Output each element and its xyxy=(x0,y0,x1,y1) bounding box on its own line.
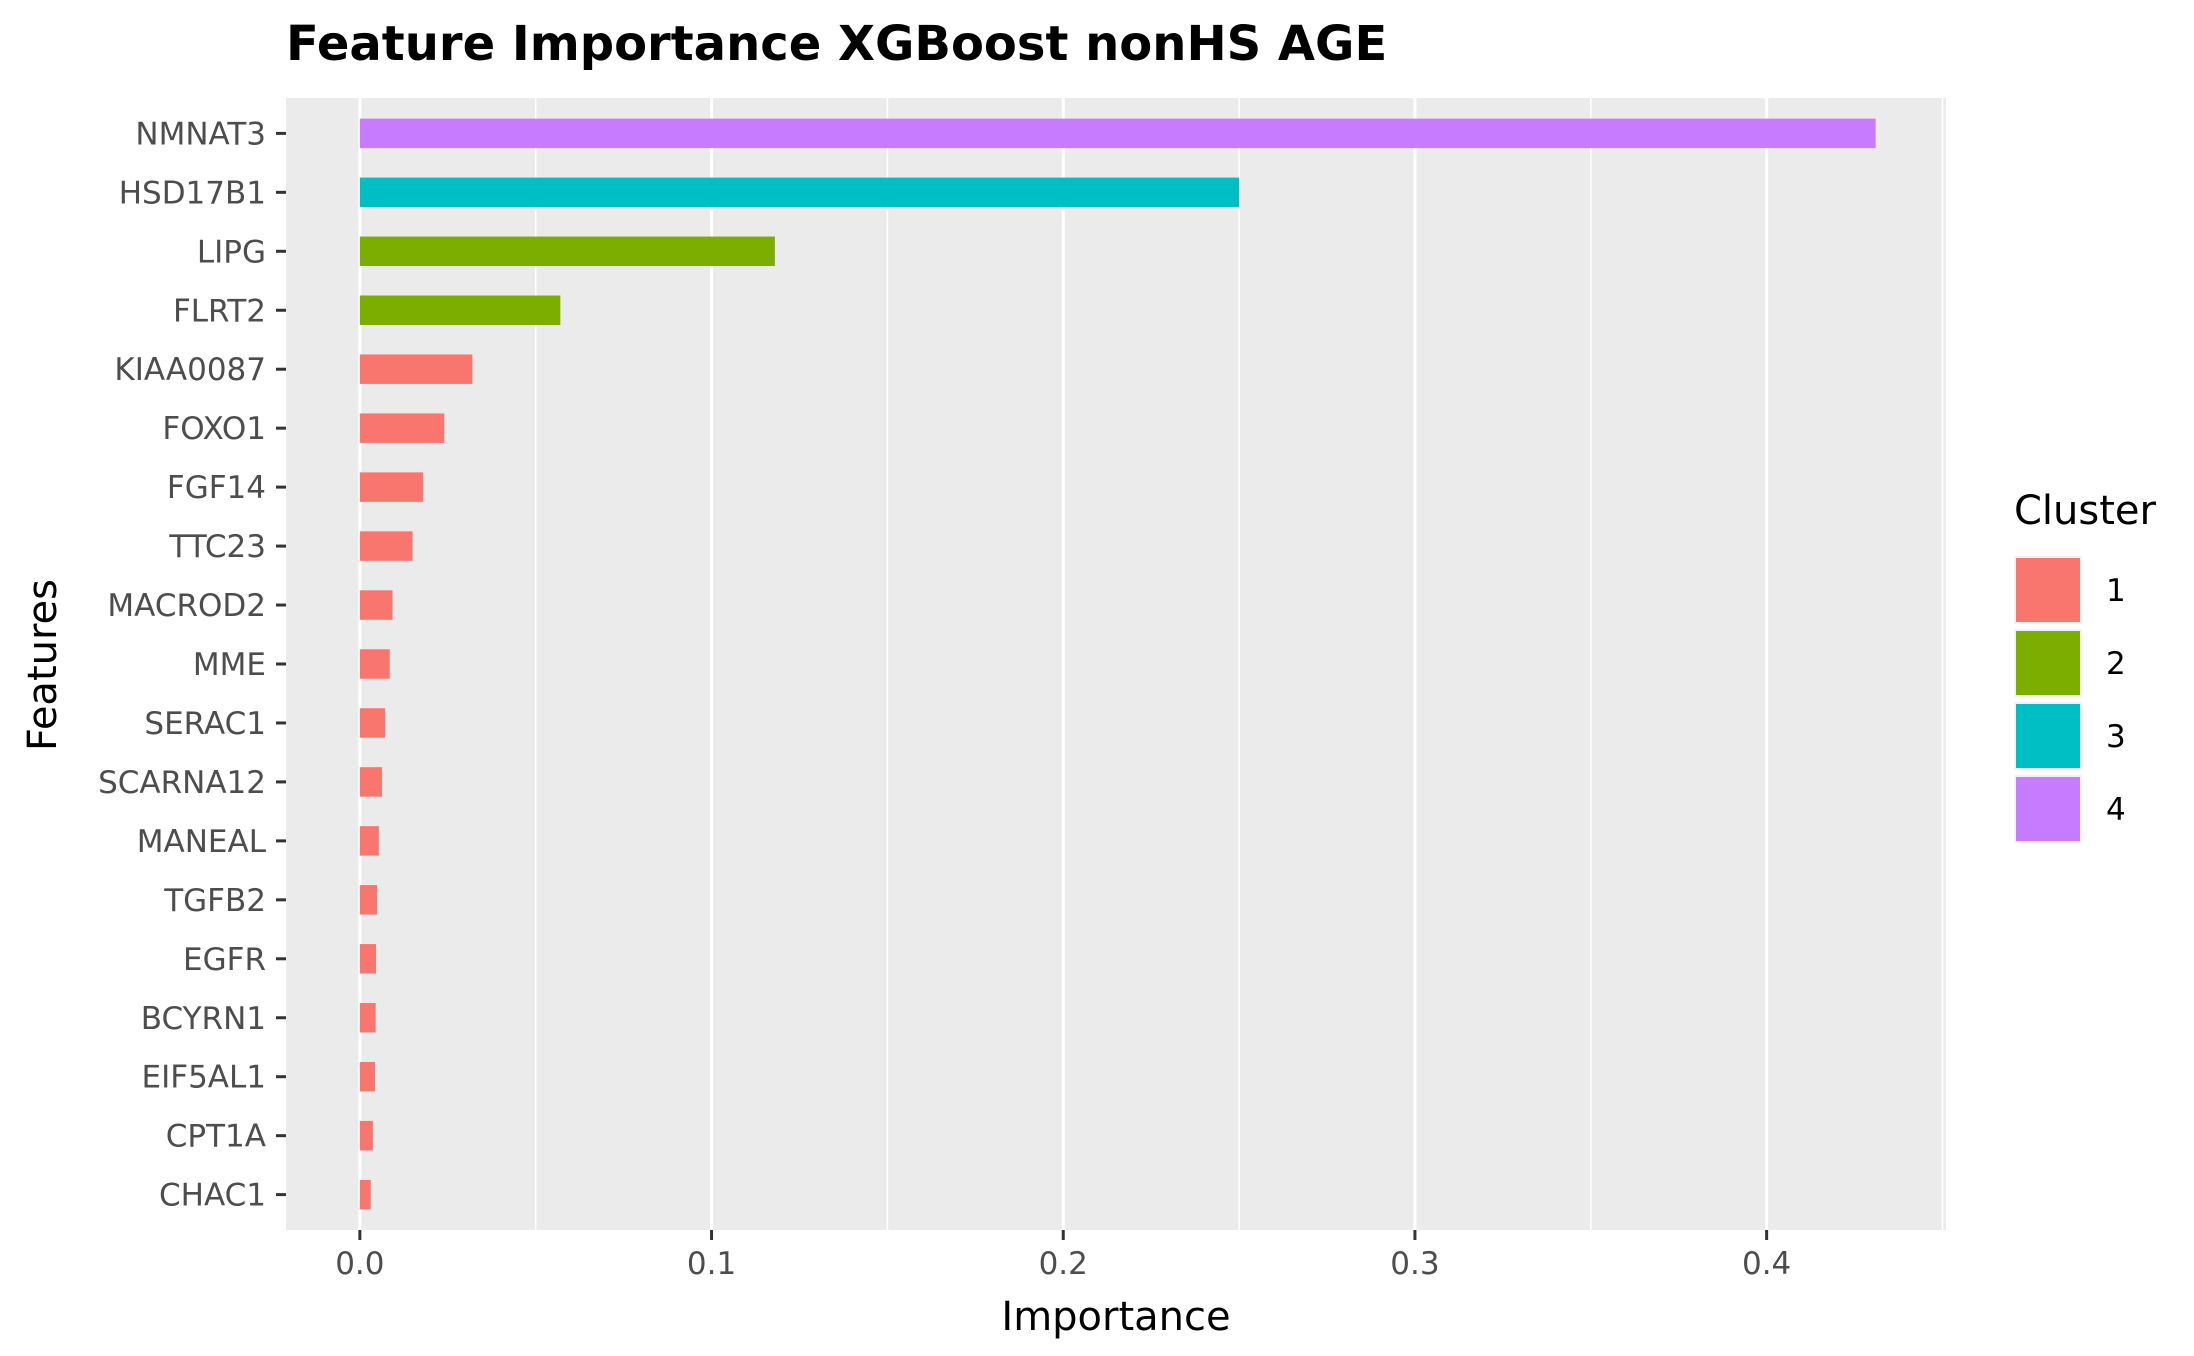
legend-title: Cluster xyxy=(2014,488,2157,534)
x-axis-ticks: 0.0 0.1 0.2 0.3 0.4 xyxy=(335,1230,1791,1282)
y-tick-label: MANEAL xyxy=(137,824,267,860)
y-axis-title: Features xyxy=(20,579,66,751)
bar-nmnat3 xyxy=(359,118,1876,149)
legend: Cluster 1 2 3 4 xyxy=(2014,488,2157,843)
x-tick-label: 0.3 xyxy=(1390,1246,1439,1282)
x-axis-title: Importance xyxy=(1001,1294,1230,1340)
x-tick-label: 0.1 xyxy=(687,1246,736,1282)
y-tick-label: LIPG xyxy=(197,234,266,270)
bar-cpt1a xyxy=(359,1120,373,1151)
bar-macrod2 xyxy=(359,590,393,620)
bar-hsd17b1 xyxy=(359,177,1240,208)
legend-label-3: 3 xyxy=(2106,719,2126,755)
bar-tgfb2 xyxy=(359,885,378,915)
legend-swatch-2 xyxy=(2016,631,2080,695)
y-tick-label: CHAC1 xyxy=(159,1178,266,1214)
legend-label-2: 2 xyxy=(2106,646,2126,682)
bar-eif5al1 xyxy=(359,1061,375,1092)
bar-kiaa0087 xyxy=(359,354,473,384)
legend-swatch-1 xyxy=(2016,558,2080,622)
y-tick-label: KIAA0087 xyxy=(114,352,266,388)
legend-label-4: 4 xyxy=(2106,792,2126,828)
y-tick-label: MACROD2 xyxy=(107,588,266,624)
plot-panel xyxy=(286,98,1946,1230)
y-tick-label: SERAC1 xyxy=(144,706,266,742)
y-tick-label: NMNAT3 xyxy=(135,116,266,152)
bar-scarna12 xyxy=(359,767,383,797)
x-tick-label: 0.4 xyxy=(1742,1246,1791,1282)
y-tick-label: HSD17B1 xyxy=(119,175,266,211)
bar-flrt2 xyxy=(359,295,561,325)
y-tick-label: MME xyxy=(193,647,266,683)
y-axis-ticks: NMNAT3 HSD17B1 LIPG FLRT2 KIAA0087 FOXO1 FGF14… xyxy=(98,116,286,1214)
y-tick-label: TTC23 xyxy=(168,529,266,565)
y-tick-label: TGFB2 xyxy=(163,883,266,919)
y-tick-label: EIF5AL1 xyxy=(142,1060,266,1096)
bar-fgf14 xyxy=(359,472,424,502)
bar-mme xyxy=(359,649,390,679)
y-tick-label: FOXO1 xyxy=(162,411,266,447)
legend-swatch-4 xyxy=(2016,777,2080,841)
bar-maneal xyxy=(359,826,379,856)
bar-lipg xyxy=(359,236,775,267)
y-tick-label: EGFR xyxy=(183,942,266,978)
bars xyxy=(359,118,1876,1210)
bar-bcyrn1 xyxy=(359,1003,376,1033)
chart-title: Feature Importance XGBoost nonHS AGE xyxy=(286,16,1387,72)
bar-serac1 xyxy=(359,708,386,738)
x-tick-label: 0.0 xyxy=(335,1246,384,1282)
bar-egfr xyxy=(359,944,377,974)
bar-chac1 xyxy=(359,1179,371,1210)
y-tick-label: CPT1A xyxy=(166,1119,266,1155)
y-tick-label: FGF14 xyxy=(167,470,266,506)
bar-ttc23 xyxy=(359,531,413,561)
y-tick-label: FLRT2 xyxy=(173,293,266,329)
legend-swatch-3 xyxy=(2016,704,2080,768)
x-tick-label: 0.2 xyxy=(1039,1246,1088,1282)
bar-foxo1 xyxy=(359,413,445,443)
legend-label-1: 1 xyxy=(2106,573,2126,609)
y-tick-label: SCARNA12 xyxy=(98,765,266,801)
y-tick-label: BCYRN1 xyxy=(141,1001,266,1037)
